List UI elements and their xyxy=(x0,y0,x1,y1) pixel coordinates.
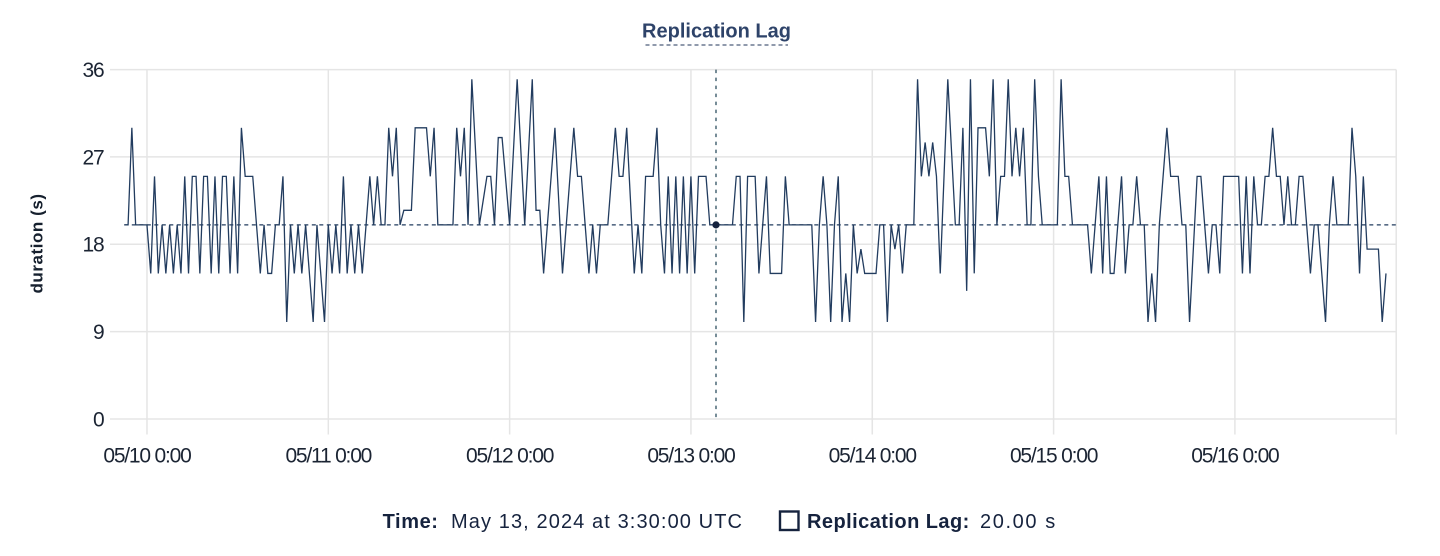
svg-text:05/16 0:00: 05/16 0:00 xyxy=(1191,445,1279,468)
svg-text:0: 0 xyxy=(93,408,104,431)
svg-text:05/13 0:00: 05/13 0:00 xyxy=(647,445,735,468)
svg-text:05/11 0:00: 05/11 0:00 xyxy=(285,445,371,468)
svg-text:May 13, 2024 at 3:30:00 UTC: May 13, 2024 at 3:30:00 UTC xyxy=(451,511,743,533)
svg-text:Replication Lag: Replication Lag xyxy=(642,21,791,43)
svg-text:9: 9 xyxy=(93,321,104,344)
svg-text:duration (s): duration (s) xyxy=(28,193,47,293)
svg-text:27: 27 xyxy=(83,146,104,169)
svg-text:05/14 0:00: 05/14 0:00 xyxy=(829,445,917,468)
svg-text:Time:: Time: xyxy=(383,511,439,533)
svg-text:Replication Lag:: Replication Lag: xyxy=(807,511,970,533)
svg-text:05/15 0:00: 05/15 0:00 xyxy=(1010,445,1098,468)
svg-text:20.00 s: 20.00 s xyxy=(980,511,1057,533)
svg-text:18: 18 xyxy=(83,234,104,257)
svg-text:05/12 0:00: 05/12 0:00 xyxy=(466,445,554,468)
svg-text:05/10 0:00: 05/10 0:00 xyxy=(103,445,191,468)
svg-text:36: 36 xyxy=(83,59,104,82)
